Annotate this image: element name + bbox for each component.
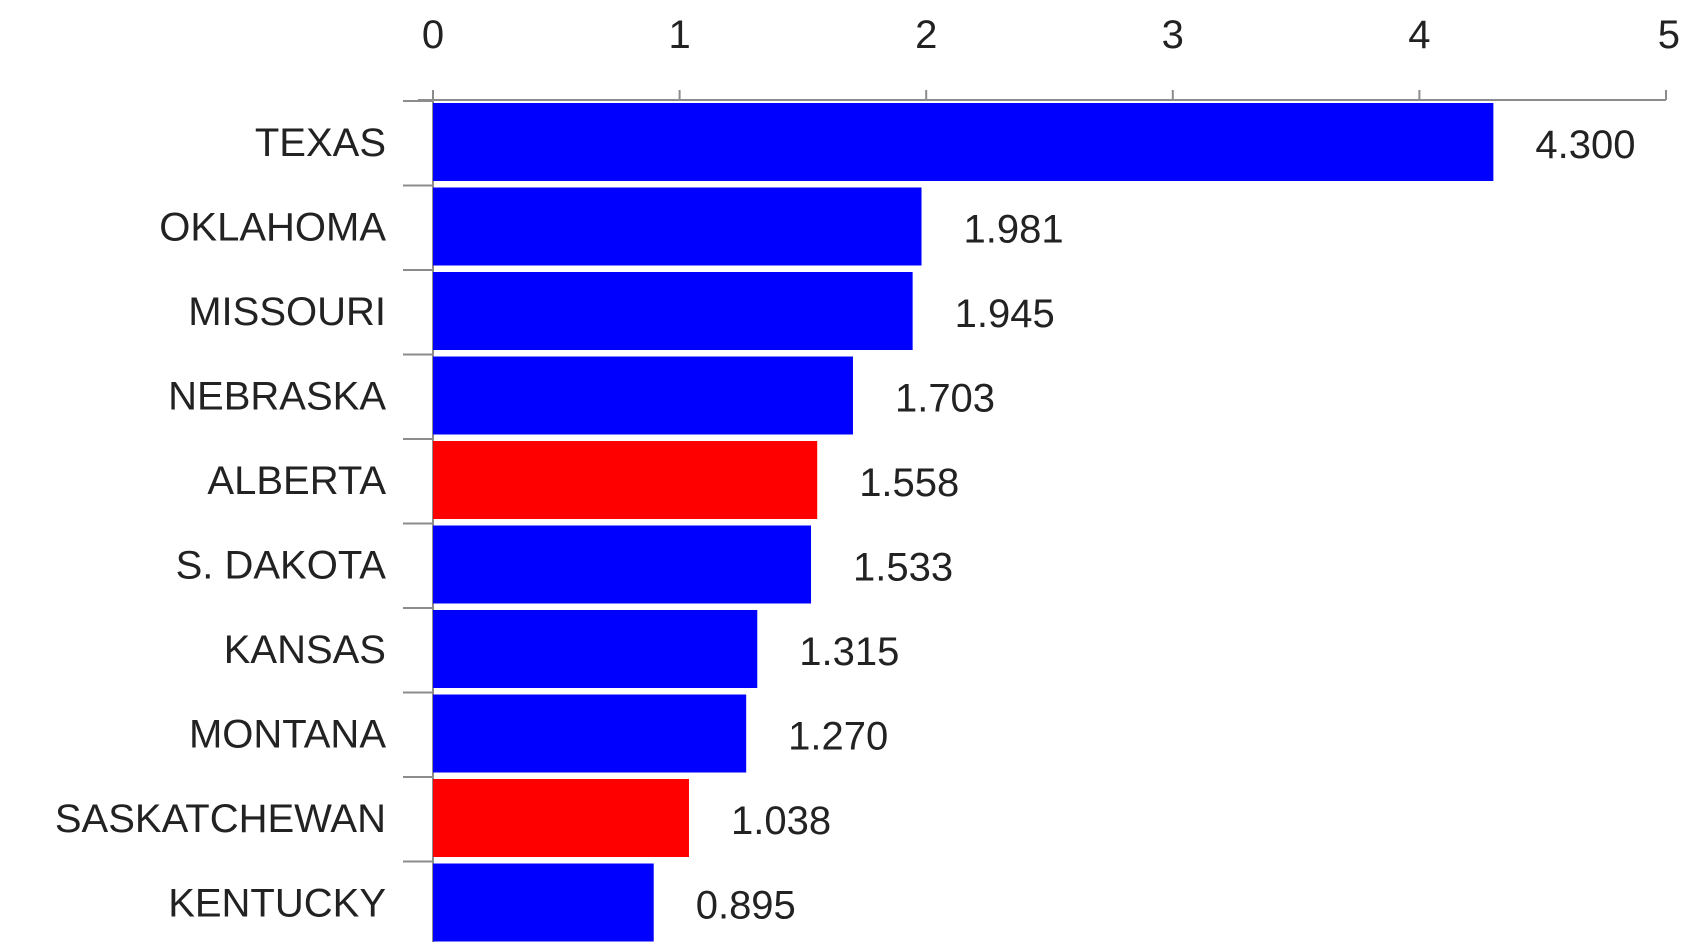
category-label: SASKATCHEWAN	[55, 797, 386, 841]
data-label: 1.945	[955, 292, 1055, 336]
bar-saskatchewan	[433, 779, 689, 857]
x-axis: 0 1 2 3 4 5	[418, 13, 1680, 101]
category-label: KANSAS	[224, 628, 386, 672]
category-label: MISSOURI	[188, 290, 386, 334]
x-tick-label: 3	[1162, 13, 1184, 57]
data-label: 1.038	[731, 799, 831, 843]
bar-texas	[433, 103, 1494, 181]
category-label: NEBRASKA	[168, 375, 386, 419]
data-label: 1.270	[788, 715, 888, 759]
bar-nebraska	[433, 356, 853, 435]
bar-missouri	[433, 272, 913, 350]
data-label: 1.558	[859, 461, 959, 505]
data-label: 4.300	[1535, 123, 1635, 167]
x-tick-label: 2	[915, 13, 937, 57]
category-label: MONTANA	[189, 713, 386, 757]
bar-montana	[433, 694, 747, 773]
bar-alberta	[433, 441, 818, 519]
x-tick-label: 5	[1658, 13, 1680, 57]
data-label: 1.981	[964, 208, 1064, 252]
x-tick-label: 4	[1408, 13, 1430, 57]
data-label: 0.895	[696, 884, 796, 928]
bars-group	[433, 103, 1494, 942]
data-label: 1.315	[799, 630, 899, 674]
data-label: 1.533	[853, 546, 953, 590]
category-label: S. DAKOTA	[176, 544, 387, 588]
category-label: ALBERTA	[207, 459, 386, 503]
value-labels-group: 4.300 1.981 1.945 1.703 1.558 1.533 1.315 1.270…	[696, 123, 1636, 928]
x-tick-label: 0	[422, 13, 444, 57]
category-label: TEXAS	[255, 121, 386, 165]
bar-s-dakota	[433, 525, 812, 604]
x-tick-label: 1	[668, 13, 690, 57]
bar-kansas	[433, 610, 758, 688]
data-label: 1.703	[895, 377, 995, 421]
y-axis	[403, 100, 434, 942]
category-labels-group: TEXAS OKLAHOMA MISSOURI NEBRASKA ALBERTA S. D…	[55, 121, 386, 926]
category-label: KENTUCKY	[168, 882, 386, 926]
category-label: OKLAHOMA	[159, 206, 386, 250]
bar-oklahoma	[433, 187, 922, 266]
bar-kentucky	[433, 863, 654, 942]
